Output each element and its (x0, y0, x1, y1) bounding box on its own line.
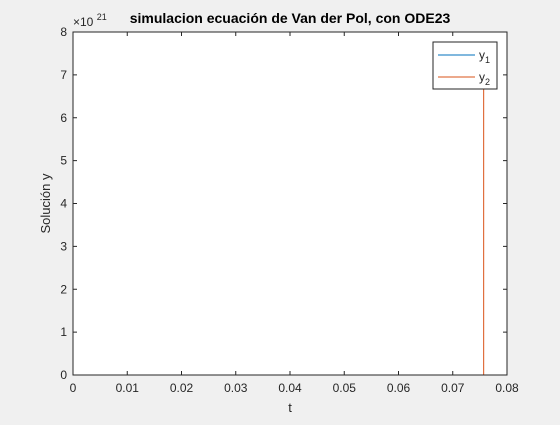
y-tick-label: 3 (60, 239, 67, 253)
y-tick-label: 5 (60, 154, 67, 168)
legend-label-subscript: 1 (485, 55, 490, 65)
x-tick-label: 0.02 (170, 381, 194, 395)
y-tick-label: 4 (60, 197, 67, 211)
y-axis-ticks: 0 1 2 3 4 5 6 7 8 (60, 25, 507, 382)
y-tick-label: 1 (60, 325, 67, 339)
x-tick-label: 0.05 (333, 381, 357, 395)
y-exponent-value: 21 (97, 12, 107, 22)
chart-title: simulacion ecuación de Van der Pol, con … (130, 10, 451, 26)
x-tick-label: 0.03 (224, 381, 248, 395)
legend-label-subscript: 2 (485, 77, 490, 87)
x-tick-label: 0.08 (495, 381, 519, 395)
y-tick-label: 6 (60, 111, 67, 125)
legend-label-base: y (479, 48, 485, 62)
y-tick-label: 2 (60, 282, 67, 296)
x-tick-label: 0.07 (441, 381, 465, 395)
x-tick-label: 0.06 (387, 381, 411, 395)
legend-label-base: y (479, 70, 485, 84)
x-axis-ticks: 0 0.01 0.02 0.03 0.04 0.05 0.06 0.07 0.08 (70, 32, 519, 395)
y-tick-label: 0 (60, 368, 67, 382)
axes-box (72, 31, 508, 376)
x-tick-label: 0 (70, 381, 77, 395)
legend-label-1: y1 (479, 48, 490, 65)
x-tick-label: 0.01 (116, 381, 140, 395)
x-tick-label: 0.04 (278, 381, 302, 395)
legend-box (432, 41, 498, 90)
x-axis-label: t (288, 400, 292, 415)
y-tick-label: 8 (60, 25, 67, 39)
y-exponent-label: ×10 21 (73, 12, 107, 29)
y-tick-label: 7 (60, 68, 67, 82)
y-axis-label: Solución y (38, 173, 53, 233)
y-exponent-base: ×10 (73, 15, 94, 29)
legend-label-2: y2 (479, 70, 490, 87)
